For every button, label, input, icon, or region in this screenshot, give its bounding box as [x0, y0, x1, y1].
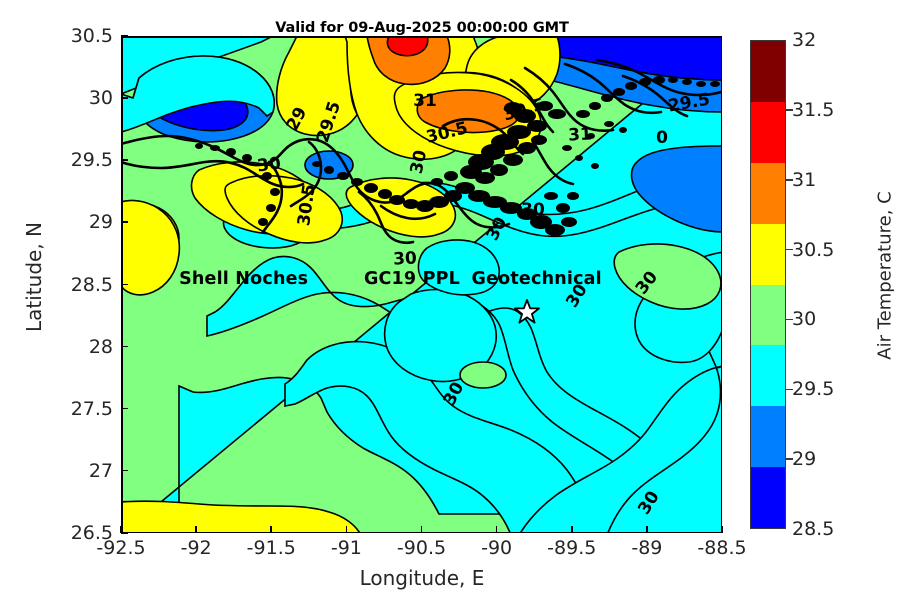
colorbar-band: [751, 345, 785, 407]
colorbar-tick-mark: [786, 179, 793, 181]
colorbar-tick-mark: [786, 458, 793, 460]
y-tick-mark: [121, 283, 128, 286]
x-tick-label: -89: [631, 537, 663, 559]
contour-label: 30: [255, 153, 283, 177]
contour-label: 31: [413, 91, 437, 111]
colorbar-band: [751, 162, 785, 224]
x-tick-label: -92: [180, 537, 212, 559]
colorbar-tick-mark: [786, 318, 793, 321]
y-tick-label: 28: [88, 335, 113, 358]
colorbar-label: Air Temperature, C: [874, 191, 896, 360]
x-tick-mark: [195, 526, 197, 533]
x-tick-mark: [570, 526, 573, 533]
delta-detail: [195, 76, 720, 236]
coastline: [122, 58, 721, 245]
x-tick-mark: [345, 526, 348, 533]
colorbar-band: [751, 406, 785, 468]
y-tick-mark: [121, 469, 128, 472]
contour-label: 31: [567, 124, 593, 146]
band-yellow-leftband: [122, 199, 181, 296]
station-label[interactable]: GC19 PPL: [363, 269, 460, 290]
colorbar-tick-label: 32: [792, 29, 817, 51]
colorbar-tick-label: 31: [792, 168, 817, 191]
colorbar[interactable]: [750, 40, 786, 529]
band-cyan-stationrow: [417, 239, 500, 296]
colorbar-band: [751, 41, 785, 102]
page-title: Valid for 09-Aug-2025 00:00:00 GMT: [275, 20, 569, 36]
colorbar-band: [751, 467, 785, 528]
x-tick-label: -92.5: [96, 537, 146, 559]
colorbar-band: [751, 101, 785, 163]
x-tick-mark: [495, 526, 498, 533]
x-tick-mark: [721, 526, 723, 533]
x-tick-mark: [270, 526, 273, 533]
x-axis-label: Longitude, E: [359, 566, 485, 590]
band-cyan-rightwedge: [519, 256, 721, 532]
colorbar-band: [751, 284, 785, 346]
x-tick-label: -89.5: [547, 537, 597, 559]
x-tick-label: -91: [330, 537, 362, 559]
x-tick-label: -90.5: [396, 537, 447, 559]
x-tick-mark: [420, 526, 423, 533]
y-tick-mark: [121, 221, 128, 223]
x-tick-label: -88.5: [697, 537, 747, 559]
contour-label: 30: [392, 248, 418, 270]
station-marker-star[interactable]: [514, 299, 540, 325]
colorbar-tick-mark: [786, 248, 793, 251]
colorbar-tick-label: 30.5: [792, 238, 835, 261]
x-tick-label: -90: [481, 537, 513, 559]
y-tick-mark: [121, 97, 128, 99]
band-cyan-main: [123, 37, 721, 532]
y-axis-label: Latitude, N: [22, 222, 46, 332]
y-tick-mark: [121, 532, 128, 534]
y-tick-mark: [121, 35, 128, 37]
y-tick-label: 29.5: [70, 149, 113, 172]
island-green-right: [613, 243, 721, 310]
colorbar-tick-mark: [786, 388, 793, 391]
band-red-top: [386, 37, 429, 57]
y-tick-label: 27: [88, 459, 113, 482]
band-cyan-leftstrip: [122, 55, 275, 133]
y-tick-label: 26.5: [70, 522, 113, 544]
contour-label: 0: [656, 128, 668, 148]
colorbar-tick-label: 29: [792, 448, 817, 471]
y-tick-mark: [121, 345, 128, 348]
band-yellow-bottomleft: [122, 500, 361, 532]
y-tick-mark: [121, 159, 128, 161]
colorbar-tick-mark: [786, 109, 793, 111]
x-tick-mark: [646, 526, 648, 533]
y-tick-mark: [121, 407, 128, 410]
contour-map-svg: [122, 37, 721, 532]
y-tick-label: 30.5: [70, 25, 113, 47]
band-yellow-coast2: [224, 174, 343, 244]
colorbar-tick-label: 29.5: [792, 378, 835, 401]
x-tick-label: -91.5: [246, 537, 296, 559]
colorbar-tick-label: 30: [792, 308, 817, 331]
contour-map-plot[interactable]: 2929.53130.5303030.530.531029.529.530303…: [121, 36, 722, 533]
station-label[interactable]: Geotechnical: [471, 269, 602, 290]
band-orange-top: [366, 37, 451, 86]
band-orange-delta: [416, 89, 520, 134]
y-tick-label: 27.5: [70, 397, 113, 420]
band-blue-rightmid: [630, 145, 721, 233]
y-tick-label: 29: [88, 211, 113, 234]
station-label[interactable]: Shell Noches: [179, 269, 309, 290]
contour-label: 30: [521, 200, 545, 220]
colorbar-tick-label: 28.5: [792, 518, 835, 540]
y-tick-label: 28.5: [70, 273, 113, 296]
y-tick-label: 30: [88, 87, 113, 110]
colorbar-band: [751, 223, 785, 285]
x-tick-mark: [120, 526, 122, 533]
band-yellow-deltacoast: [345, 177, 457, 238]
colorbar-tick-label: 31.5: [792, 98, 835, 121]
island-green-1: [459, 361, 507, 389]
